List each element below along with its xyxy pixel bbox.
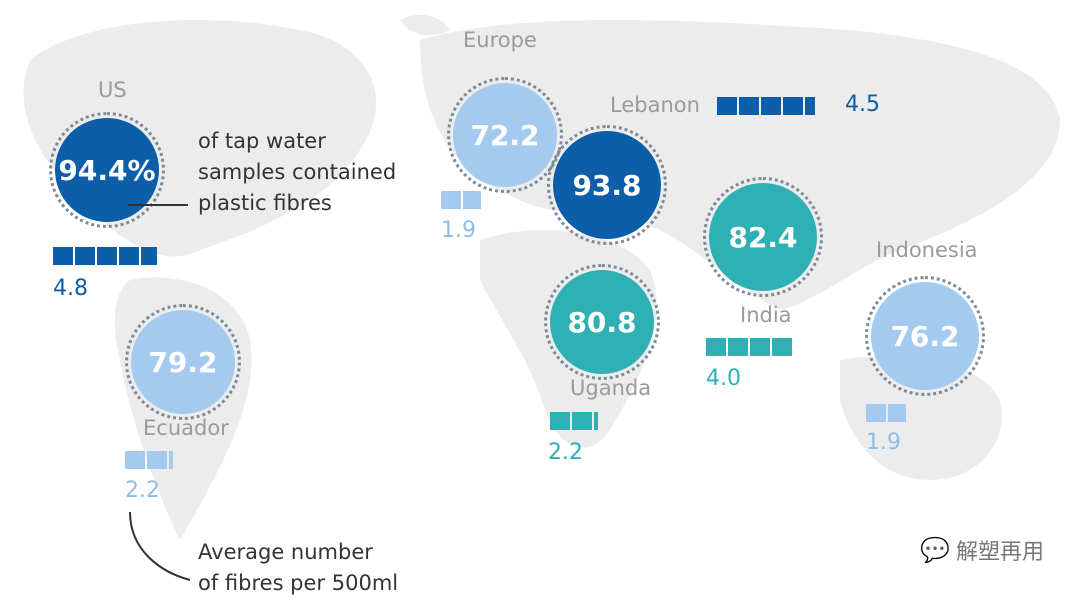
fibre-square xyxy=(441,191,461,209)
dotted-ring xyxy=(865,276,985,396)
fibre-square xyxy=(141,247,157,265)
dotted-ring xyxy=(703,177,823,297)
fibre-bars xyxy=(550,412,598,430)
dotted-ring xyxy=(547,125,667,245)
fibre-square xyxy=(739,97,759,115)
percent-circle: 82.4 xyxy=(709,183,817,291)
fibre-square xyxy=(53,247,73,265)
fibre-bars xyxy=(706,338,792,356)
region-name: Indonesia xyxy=(876,238,978,262)
fibres-value: 1.9 xyxy=(866,430,901,455)
region-name: Uganda xyxy=(570,376,652,400)
percent-circle: 93.8 xyxy=(553,131,661,239)
region-name: Lebanon xyxy=(610,93,700,117)
dotted-ring xyxy=(125,304,241,420)
fibres-value: 4.8 xyxy=(53,276,88,301)
fibre-square xyxy=(169,451,173,469)
percent-circle: 79.2 xyxy=(131,310,235,414)
region-name: US xyxy=(98,78,127,102)
fibre-square xyxy=(866,404,886,422)
watermark: 💬 解塑再用 xyxy=(920,534,1044,566)
dotted-ring xyxy=(544,264,660,380)
fibre-bars xyxy=(866,404,906,422)
fibre-square xyxy=(572,412,592,430)
fibres-value: 4.0 xyxy=(706,366,741,391)
fibre-square xyxy=(728,338,748,356)
fibre-square xyxy=(783,97,803,115)
percent-circle: 72.2 xyxy=(453,83,557,187)
fibre-square xyxy=(772,338,792,356)
fibre-square xyxy=(125,451,145,469)
fibres-value: 2.2 xyxy=(125,478,160,503)
fibres-leader-line xyxy=(129,511,191,581)
wechat-icon: 💬 xyxy=(920,536,950,564)
percent-circle: 80.8 xyxy=(550,270,654,374)
fibre-square xyxy=(550,412,570,430)
fibre-square xyxy=(761,97,781,115)
fibre-square xyxy=(805,97,815,115)
fibre-square xyxy=(717,97,737,115)
fibre-square xyxy=(706,338,726,356)
fibres-value: 2.2 xyxy=(548,440,583,465)
fibre-bars xyxy=(717,97,815,115)
region-name: India xyxy=(740,303,792,327)
note-line: plastic fibres xyxy=(198,191,332,215)
dotted-ring xyxy=(447,77,563,193)
fibre-square xyxy=(97,247,117,265)
fibre-bars xyxy=(441,191,481,209)
fibres-annotation: Average number of fibres per 500ml xyxy=(198,537,398,599)
fibre-square xyxy=(888,404,906,422)
watermark-text: 解塑再用 xyxy=(955,540,1044,565)
note-line: of tap water xyxy=(198,129,326,153)
percent-annotation: of tap water samples contained plastic f… xyxy=(198,126,396,219)
fibre-square xyxy=(750,338,770,356)
fibre-square xyxy=(463,191,481,209)
fibre-square xyxy=(147,451,167,469)
fibres-value: 4.5 xyxy=(845,92,880,117)
fibre-bars xyxy=(125,451,173,469)
note-line: Average number xyxy=(198,540,373,564)
note-line: samples contained xyxy=(198,160,397,184)
dotted-ring xyxy=(49,112,165,228)
fibres-value: 1.9 xyxy=(441,218,476,243)
note-line: of fibres per 500ml xyxy=(198,571,399,595)
fibre-square xyxy=(594,412,598,430)
fibre-square xyxy=(75,247,95,265)
region-name: Ecuador xyxy=(143,416,229,440)
percent-circle: 76.2 xyxy=(871,282,979,390)
fibre-square xyxy=(119,247,139,265)
fibre-bars xyxy=(53,247,157,265)
region-name: Europe xyxy=(463,28,537,52)
